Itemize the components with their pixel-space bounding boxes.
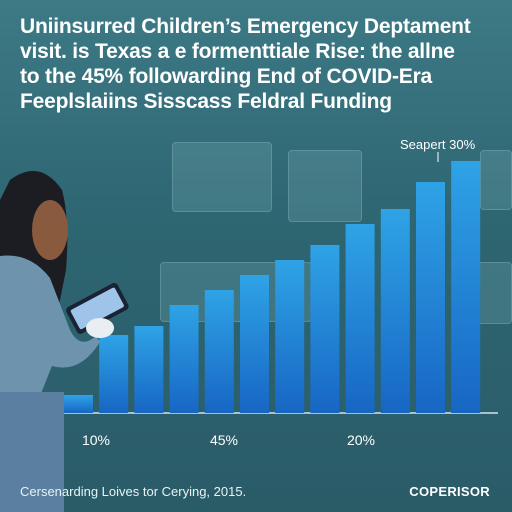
person-pants (0, 392, 64, 512)
person-hand (86, 318, 114, 338)
bar-7 (275, 260, 305, 413)
background-monitor (288, 150, 362, 222)
bar-11 (416, 182, 445, 413)
brand-logo: COPERISOR (409, 484, 490, 499)
bar-2 (99, 335, 129, 413)
bar-6 (240, 275, 269, 413)
bar-5 (204, 290, 234, 413)
bar-1 (64, 395, 93, 413)
bar-annotation-label: Seapert 30% (400, 137, 476, 152)
x-tick-label: 20% (346, 432, 376, 448)
x-tick-label: 45% (209, 432, 239, 448)
chart-title: Uniinsurred Children’s Emergency Deptame… (20, 14, 500, 114)
x-tick-label: 10% (81, 432, 111, 448)
title-line: Feeplslaiins Sisscass Feldral Funding (20, 90, 392, 113)
title-line: visit. is Texas a e formenttiale Rise: t… (20, 40, 455, 63)
person-face (32, 200, 68, 260)
title-line: Uniinsurred Children’s Emergency Deptame… (20, 15, 471, 38)
title-line: to the 45% followarding End of COVID-Era (20, 65, 433, 88)
bar-12 (451, 161, 481, 413)
source-note: Cersenarding Loives tor Cerying, 2015. (20, 484, 247, 499)
bar-8 (310, 245, 340, 413)
person-with-tablet-illustration (0, 171, 129, 512)
tablet-screen (70, 287, 124, 330)
background-monitor (480, 150, 512, 210)
background-monitor (172, 142, 272, 212)
bar-3 (134, 326, 164, 413)
bar-4 (169, 305, 199, 413)
bar-9 (345, 224, 375, 413)
bar-10 (380, 209, 410, 413)
person-shirt (0, 255, 100, 400)
